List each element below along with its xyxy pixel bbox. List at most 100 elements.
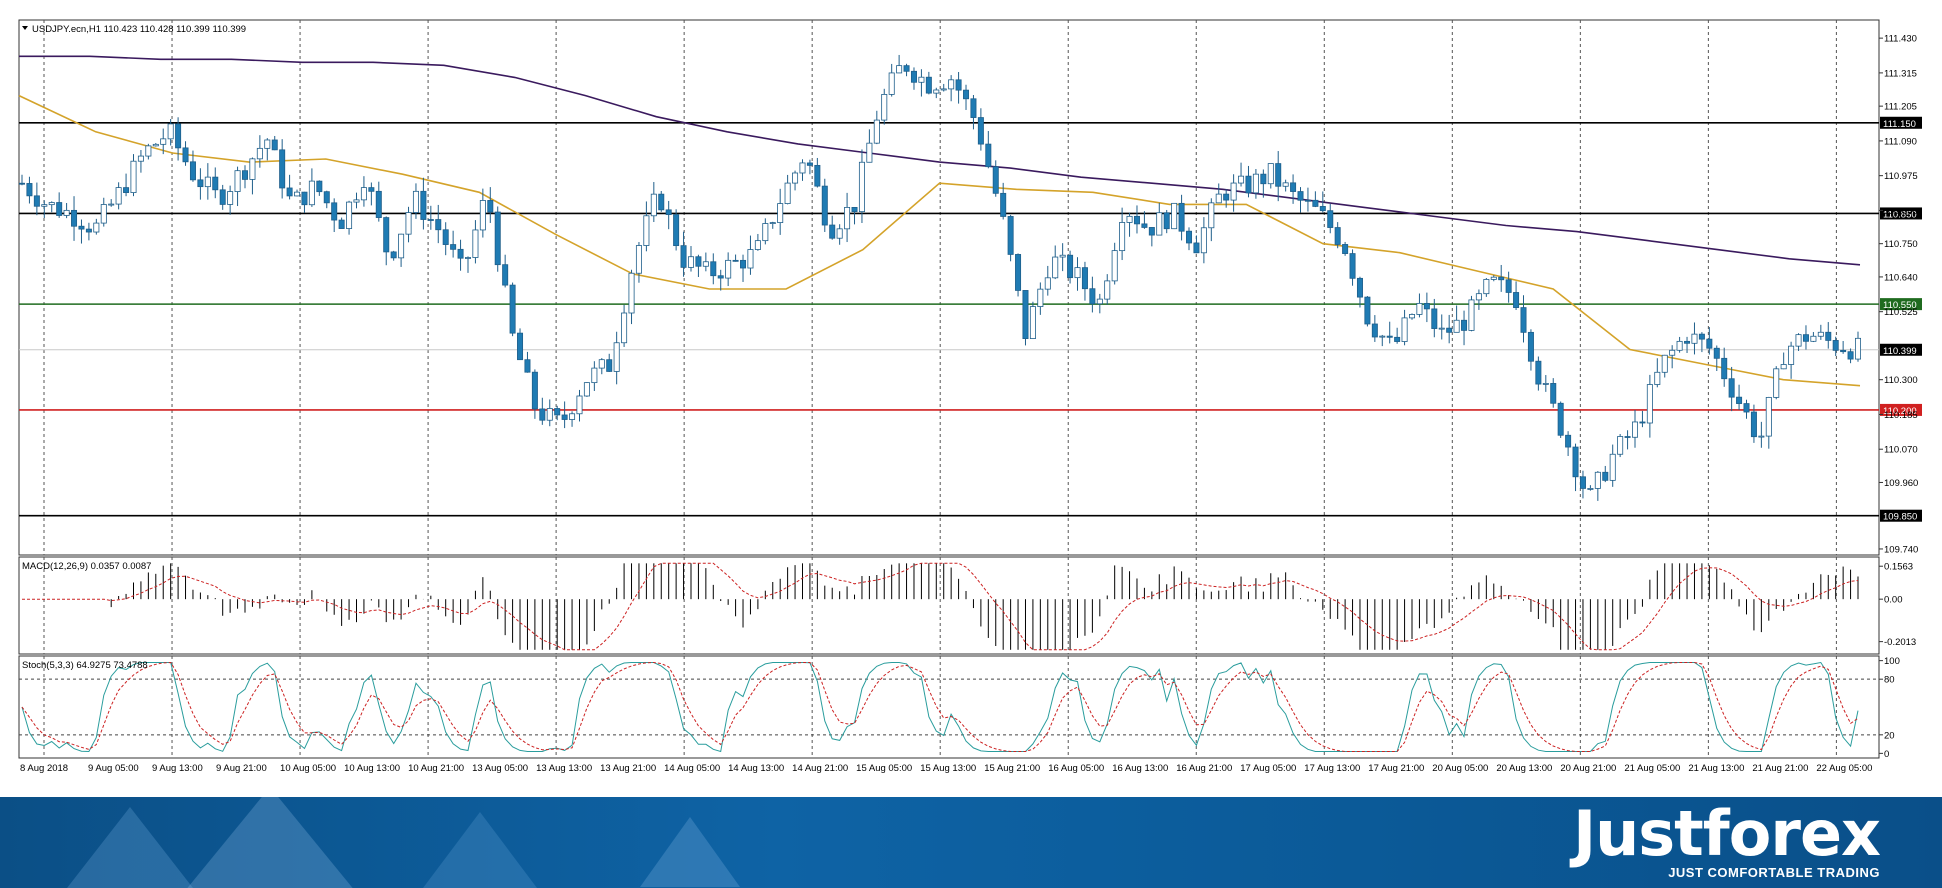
bear-candle (1713, 347, 1720, 359)
bear-candle (554, 408, 561, 416)
bear-candle (606, 359, 613, 372)
bear-candle (1840, 349, 1847, 353)
bear-candle (71, 209, 78, 227)
bear-candle (977, 117, 984, 145)
bear-candle (1505, 279, 1512, 293)
bull-candle (48, 202, 55, 206)
bull-candle (747, 249, 754, 269)
stoch-tick-label: 100 (1884, 656, 1900, 667)
bull-candle (576, 395, 583, 415)
bull-candle (145, 145, 152, 157)
price-tick-label: 110.640 (1884, 272, 1918, 283)
medium-moving-average-line (18, 94, 1861, 387)
bull-candle (569, 413, 576, 420)
chart-title: USDJPY.ecn,H1 110.423 110.428 110.399 11… (32, 24, 246, 35)
price-tick-label: 110.525 (1884, 307, 1918, 318)
moving-averages (18, 55, 1861, 387)
time-axis-label: 21 Aug 21:00 (1752, 763, 1808, 774)
macd-tick-label: -0.2013 (1884, 637, 1916, 648)
bear-candle (442, 229, 449, 245)
bull-candle (256, 147, 263, 160)
time-axis-label: 17 Aug 05:00 (1240, 763, 1296, 774)
bull-candle (881, 94, 888, 121)
price-tick-label: 111.315 (1884, 68, 1917, 79)
bull-candle (1654, 371, 1661, 385)
level-price-label: 110.550 (1883, 300, 1917, 311)
bull-candle (1609, 453, 1616, 481)
bear-candle (1067, 254, 1074, 279)
bull-candle (353, 199, 360, 203)
time-axis-label: 15 Aug 21:00 (984, 763, 1040, 774)
bear-candle (1550, 383, 1557, 404)
bear-candle (33, 195, 40, 207)
bull-candle (598, 359, 605, 369)
bear-candle (1327, 210, 1334, 228)
bull-candle (1855, 337, 1862, 360)
bear-candle (1706, 338, 1713, 349)
bear-candle (457, 248, 464, 259)
bear-candle (56, 202, 63, 216)
bull-candle (294, 191, 301, 197)
bull-candle (1074, 267, 1081, 279)
bear-candle (375, 190, 382, 218)
bull-candle (1119, 222, 1126, 252)
bull-candle (1044, 277, 1051, 290)
brand-logo: Justforex (1573, 797, 1881, 870)
bull-candle (1096, 298, 1103, 305)
level-price-label: 110.200 (1883, 406, 1917, 417)
bull-candle (1765, 396, 1772, 437)
bear-candle (992, 166, 999, 194)
bear-candle (740, 259, 747, 269)
bear-candle (1089, 288, 1096, 305)
bear-candle (1081, 267, 1088, 290)
symbol-dropdown-icon[interactable] (22, 26, 28, 30)
bull-candle (1691, 333, 1698, 344)
bull-candle (1483, 279, 1490, 295)
bull-candle (1468, 299, 1475, 331)
price-tick-label: 111.430 (1884, 34, 1917, 45)
bull-candle (346, 201, 353, 229)
time-axis-label: 10 Aug 05:00 (280, 763, 336, 774)
price-tick-label: 109.740 (1884, 544, 1918, 555)
chart-area: 111.150 110.850 110.550 110.200 109.850 110.3… (18, 19, 1922, 774)
bull-candle (100, 204, 107, 224)
bull-candle (1795, 334, 1802, 347)
bull-candle (792, 172, 799, 184)
bear-candle (1178, 202, 1185, 232)
price-axis: 111.430 111.315 111.205 111.090 110.975 110.8… (1879, 34, 1918, 555)
bear-candle (1431, 308, 1438, 329)
bear-candle (963, 89, 970, 100)
bear-candle (1802, 334, 1809, 342)
bear-candle (1423, 302, 1430, 310)
current-price-tag (1880, 343, 1922, 356)
bear-candle (1304, 199, 1311, 202)
bear-candle (427, 219, 434, 221)
bear-candle (1007, 216, 1014, 255)
bull-candle (1661, 354, 1668, 373)
footer-banner: Justforex JUST COMFORTABLE TRADING (0, 797, 1942, 888)
macd-label: MACD(12,26,9) 0.0357 0.0087 (22, 561, 151, 572)
bear-candle (509, 284, 516, 334)
bear-candle (658, 193, 665, 211)
bull-candle (227, 191, 234, 205)
bear-candle (829, 224, 836, 239)
bull-candle (130, 160, 137, 193)
bear-candle (910, 70, 917, 83)
bear-candle (1349, 253, 1356, 279)
bear-candle (1565, 434, 1572, 448)
bull-candle (479, 200, 486, 231)
bear-candle (1624, 436, 1631, 438)
bear-candle (1245, 175, 1252, 194)
bear-candle (26, 183, 33, 197)
bear-candle (1535, 360, 1542, 385)
stoch-label: Stoch(5,3,3) 64.9275 73.4788 (22, 660, 148, 671)
stoch-tick-label: 20 (1884, 730, 1895, 741)
level-price-tag (1880, 403, 1922, 416)
bear-candle (1572, 446, 1579, 478)
bear-candle (338, 219, 345, 229)
bull-candle (1758, 435, 1765, 438)
bear-candle (821, 185, 828, 226)
bear-candle (1223, 193, 1230, 201)
bear-candle (1312, 199, 1319, 207)
bull-candle (1200, 227, 1207, 254)
